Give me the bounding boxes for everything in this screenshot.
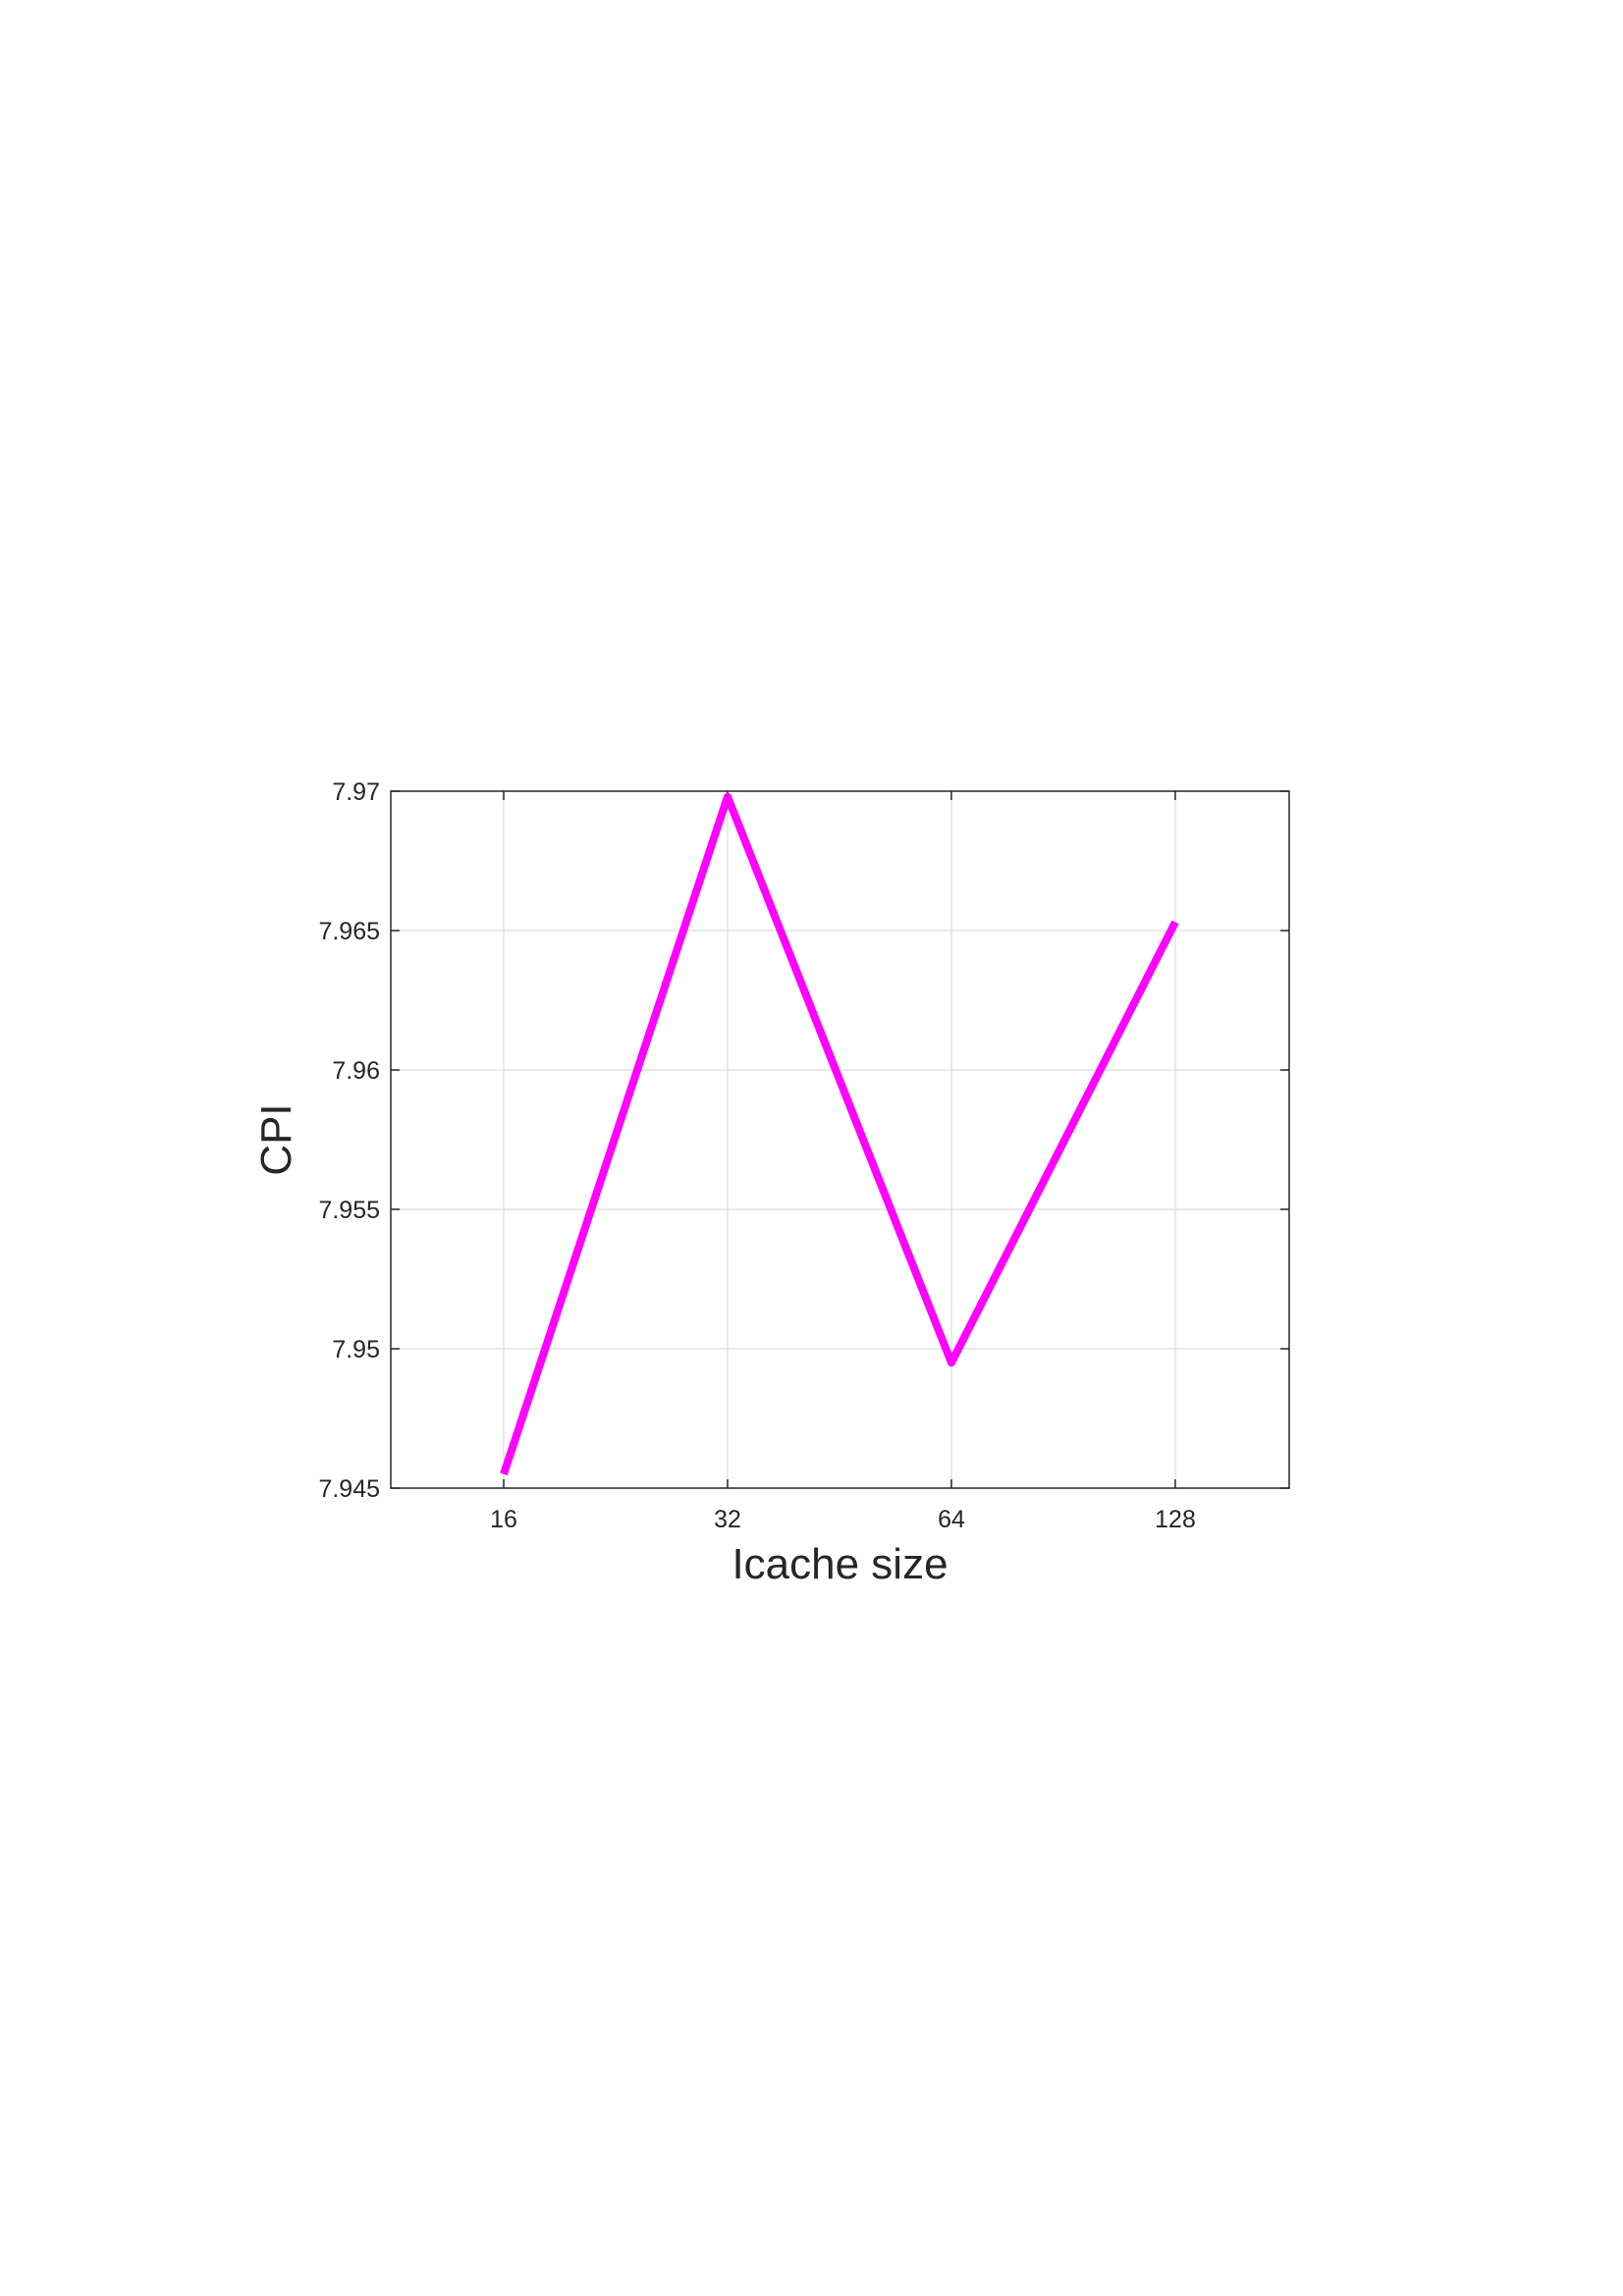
x-tick-label: 64 — [938, 1506, 965, 1533]
x-tick-label: 16 — [490, 1506, 517, 1533]
y-tick-label: 7.95 — [332, 1336, 380, 1363]
grid-lines — [391, 790, 1289, 1489]
series-line — [500, 792, 1179, 1476]
y-tick-label: 7.955 — [318, 1197, 380, 1224]
plot-area-frame — [390, 790, 1290, 1489]
series-group — [500, 792, 1179, 1476]
y-tick-label: 7.96 — [332, 1057, 380, 1085]
axis-ticks — [391, 790, 1289, 1489]
x-tick-label: 32 — [714, 1506, 741, 1533]
x-tick-labels: 16 32 64 128 — [490, 1506, 1196, 1533]
y-tick-label: 7.965 — [318, 918, 380, 945]
y-tick-label: 7.945 — [318, 1475, 380, 1503]
y-tick-label: 7.97 — [332, 778, 380, 806]
x-tick-label: 128 — [1155, 1506, 1196, 1533]
x-axis-label: Icache size — [731, 1540, 947, 1588]
y-tick-labels: 7.945 7.95 7.955 7.96 7.965 7.97 — [318, 778, 380, 1503]
y-axis-label: CPI — [252, 1103, 300, 1175]
